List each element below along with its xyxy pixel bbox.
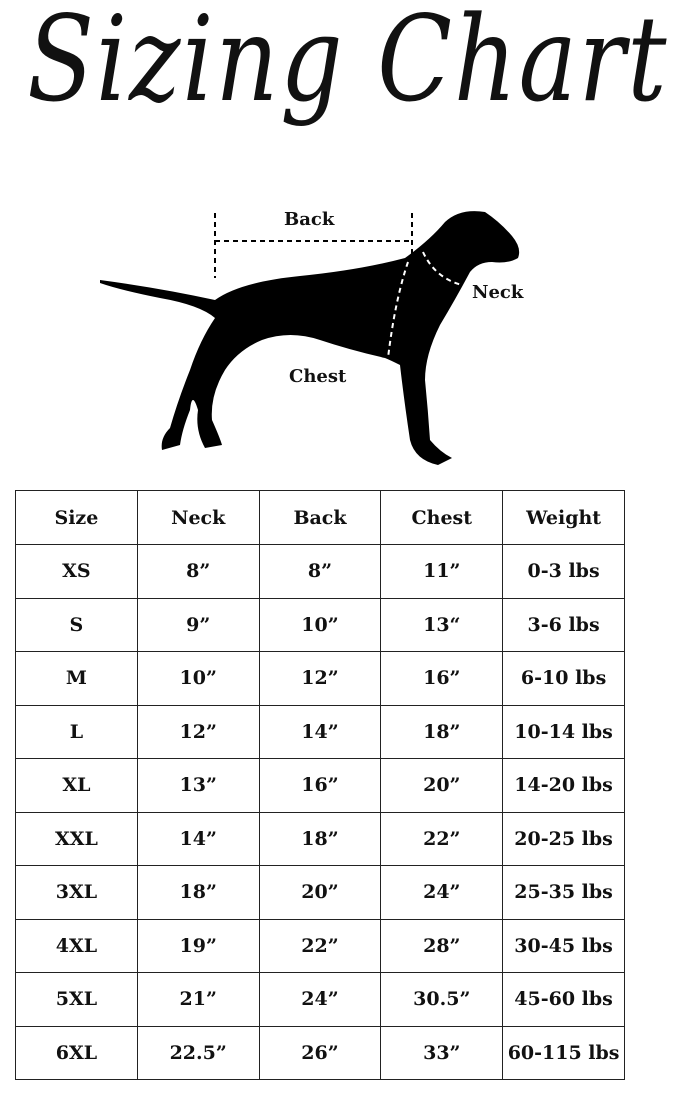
table-cell: XS	[15, 544, 138, 599]
table-cell: 26”	[258, 1025, 382, 1080]
table-cell: 13”	[136, 758, 260, 813]
table-row: M 10” 12” 16” 6-10 lbs	[15, 651, 625, 706]
table-row: XXL 14” 18” 22” 20-25 lbs	[15, 811, 625, 866]
table-cell: 6XL	[15, 1025, 138, 1080]
table-cell: 10-14 lbs	[502, 704, 625, 759]
table-cell: 60-115 lbs	[502, 1025, 625, 1080]
table-row: 3XL 18” 20” 24” 25-35 lbs	[15, 865, 625, 920]
table-cell: 33”	[380, 1025, 504, 1080]
table-cell: 30-45 lbs	[502, 918, 625, 973]
table-cell: 24”	[258, 972, 382, 1027]
table-row: L 12” 14” 18” 10-14 lbs	[15, 704, 625, 759]
table-cell: 10”	[136, 651, 260, 706]
page-title: Sizing Chart	[27, 0, 669, 128]
table-cell: 18”	[136, 865, 260, 920]
table-cell: 25-35 lbs	[502, 865, 625, 920]
table-cell: 12”	[136, 704, 260, 759]
table-row: XS 8” 8” 11” 0-3 lbs	[15, 544, 625, 599]
table-cell: 19”	[136, 918, 260, 973]
chest-label: Chest	[289, 366, 347, 387]
column-header: Size	[15, 490, 138, 545]
table-cell: 3-6 lbs	[502, 597, 625, 652]
table-cell: 22.5”	[136, 1025, 260, 1080]
table-cell: 20-25 lbs	[502, 811, 625, 866]
table-cell: L	[15, 704, 138, 759]
table-cell: M	[15, 651, 138, 706]
table-cell: 20”	[258, 865, 382, 920]
table-row: 5XL 21” 24” 30.5” 45-60 lbs	[15, 972, 625, 1027]
measurement-lines	[214, 213, 413, 278]
dog-silhouette	[100, 211, 520, 465]
table-cell: 12”	[258, 651, 382, 706]
table-header-row: Size Neck Back Chest Weight	[15, 490, 625, 545]
table-cell: 8”	[136, 544, 260, 599]
table-cell: XXL	[15, 811, 138, 866]
table-cell: 24”	[380, 865, 504, 920]
table-cell: 0-3 lbs	[502, 544, 625, 599]
table-cell: 18”	[380, 704, 504, 759]
table-row: S 9” 10” 13“ 3-6 lbs	[15, 597, 625, 652]
table-cell: 20”	[380, 758, 504, 813]
table-cell: 10”	[258, 597, 382, 652]
table-cell: 9”	[136, 597, 260, 652]
column-header: Chest	[380, 490, 504, 545]
column-header: Weight	[502, 490, 625, 545]
table-cell: S	[15, 597, 138, 652]
column-header: Neck	[136, 490, 260, 545]
table-row: 4XL 19” 22” 28” 30-45 lbs	[15, 918, 625, 973]
table-row: 6XL 22.5” 26” 33” 60-115 lbs	[15, 1025, 625, 1080]
table-cell: 3XL	[15, 865, 138, 920]
table-cell: 5XL	[15, 972, 138, 1027]
table-cell: 11”	[380, 544, 504, 599]
table-cell: 14”	[258, 704, 382, 759]
table-cell: 16”	[380, 651, 504, 706]
neck-label: Neck	[472, 282, 524, 303]
table-cell: 14-20 lbs	[502, 758, 625, 813]
table-cell: 6-10 lbs	[502, 651, 625, 706]
table-cell: 21”	[136, 972, 260, 1027]
column-header: Back	[258, 490, 382, 545]
table-cell: 28”	[380, 918, 504, 973]
table-cell: 8”	[258, 544, 382, 599]
table-cell: 16”	[258, 758, 382, 813]
table-cell: 4XL	[15, 918, 138, 973]
table-cell: 22”	[258, 918, 382, 973]
sizing-table: Size Neck Back Chest Weight XS 8” 8” 11” 0-3 lbs…	[15, 490, 625, 1080]
table-cell: 22”	[380, 811, 504, 866]
table-cell: 18”	[258, 811, 382, 866]
table-cell: 30.5”	[380, 972, 504, 1027]
table-cell: XL	[15, 758, 138, 813]
dog-silhouette-diagram	[100, 211, 520, 465]
table-cell: 45-60 lbs	[502, 972, 625, 1027]
table-row: XL 13” 16” 20” 14-20 lbs	[15, 758, 625, 813]
table-cell: 14”	[136, 811, 260, 866]
back-label: Back	[284, 209, 335, 230]
table-cell: 13“	[380, 597, 504, 652]
